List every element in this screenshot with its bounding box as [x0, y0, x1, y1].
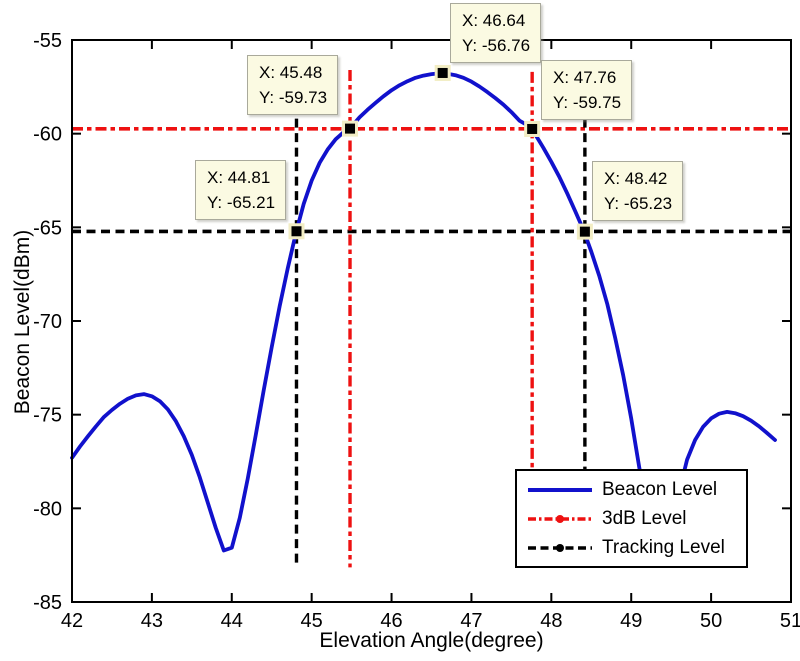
- legend-item-beacon-level[interactable]: Beacon Level: [527, 478, 746, 500]
- datatip-3db-right[interactable]: X: 47.76 Y: -59.75: [541, 60, 633, 120]
- datatip-tracking-left[interactable]: X: 44.81 Y: -65.21: [195, 160, 287, 220]
- y-tick-label: -55: [33, 30, 62, 52]
- x-tick-label: 45: [301, 610, 323, 632]
- y-tick-label: -75: [33, 405, 62, 427]
- y-tick-label: -85: [33, 592, 62, 614]
- datatip-marker[interactable]: [288, 223, 305, 240]
- x-tick-label: 43: [141, 610, 163, 632]
- x-tick-label: 49: [620, 610, 642, 632]
- datatip-y-value: Y: -65.23: [604, 194, 673, 213]
- legend-item-tracking-level[interactable]: Tracking Level: [527, 536, 746, 558]
- datatip-y-value: Y: -59.75: [553, 93, 622, 112]
- legend-label-beacon-level: Beacon Level: [602, 478, 718, 500]
- datatip-marker[interactable]: [342, 120, 359, 137]
- legend-sample-solid-line: [528, 487, 592, 492]
- datatip-x-value: X: 45.48: [259, 63, 323, 82]
- x-tick-label: 42: [61, 610, 83, 632]
- datatip-tracking-right[interactable]: X: 48.42 Y: -65.23: [592, 161, 684, 221]
- legend-item-3db-level[interactable]: 3dB Level: [527, 507, 746, 529]
- x-tick-label: 44: [221, 610, 243, 632]
- y-tick-label: -80: [33, 498, 62, 520]
- datatip-y-value: Y: -59.73: [259, 88, 328, 107]
- legend-label-3db-level: 3dB Level: [602, 507, 687, 529]
- x-tick-label: 47: [460, 610, 482, 632]
- x-tick-label: 51: [780, 610, 800, 632]
- x-tick-label: 48: [540, 610, 562, 632]
- datatip-marker[interactable]: [524, 120, 541, 137]
- x-axis-label: Elevation Angle(degree): [319, 629, 544, 652]
- legend-label-tracking-level: Tracking Level: [602, 536, 725, 558]
- datatip-x-value: X: 47.76: [553, 68, 617, 87]
- datatip-3db-left[interactable]: X: 45.48 Y: -59.73: [247, 55, 339, 115]
- x-tick-label: 46: [380, 610, 402, 632]
- y-tick-label: -70: [33, 311, 62, 333]
- datatip-marker[interactable]: [434, 64, 451, 81]
- y-axis-label: Beacon Level(dBm): [11, 229, 34, 415]
- legend[interactable]: Beacon Level 3dB Level Tracking Level: [515, 469, 748, 568]
- datatip-peak[interactable]: X: 46.64 Y: -56.76: [450, 3, 542, 63]
- datatip-x-value: X: 44.81: [207, 168, 271, 187]
- datatip-marker[interactable]: [576, 223, 593, 240]
- datatip-y-value: Y: -56.76: [462, 36, 531, 55]
- y-tick-label: -65: [33, 217, 62, 239]
- datatip-y-value: Y: -65.21: [207, 193, 276, 212]
- legend-sample-dashdot-line: [528, 514, 592, 523]
- legend-sample-dashed-line: [528, 543, 592, 552]
- datatip-x-value: X: 48.42: [604, 169, 668, 188]
- datatip-x-value: X: 46.64: [462, 11, 526, 30]
- x-tick-label: 50: [700, 610, 722, 632]
- y-tick-label: -60: [33, 124, 62, 146]
